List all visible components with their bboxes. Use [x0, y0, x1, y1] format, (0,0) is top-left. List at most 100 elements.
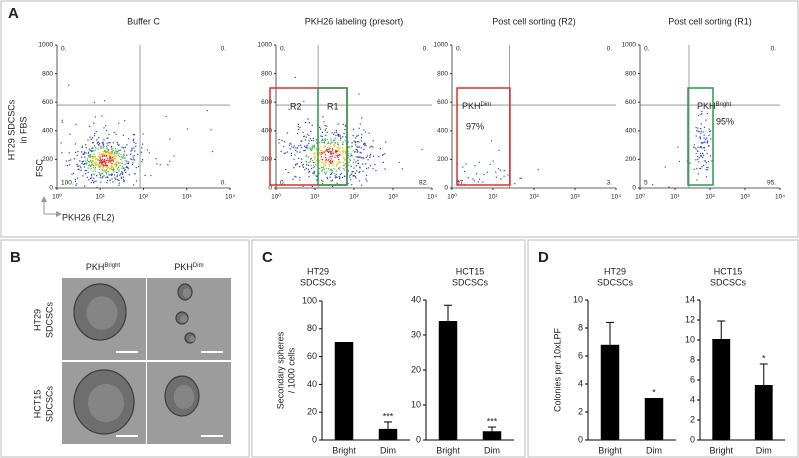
event-dot [311, 146, 314, 148]
event-dot [68, 152, 70, 154]
x-tick-label: Dim [646, 445, 662, 455]
event-dot [98, 152, 100, 154]
event-dot [89, 164, 91, 166]
event-dot [74, 180, 77, 183]
event-dot [689, 162, 691, 164]
event-dot [339, 151, 341, 153]
event-dot [94, 155, 96, 157]
event-dot [694, 147, 696, 149]
event-dot [101, 162, 103, 164]
quadrant-label: 82. [419, 180, 428, 187]
event-dot [122, 134, 124, 136]
y-tick-label: 800 [625, 70, 636, 77]
x-tick-label: 10⁰ [271, 193, 281, 201]
y-tick-label: 10 [411, 399, 421, 409]
event-dot [308, 171, 310, 173]
event-dot [355, 165, 357, 167]
event-dot [318, 153, 320, 155]
event-dot [331, 170, 333, 172]
event-dot [131, 149, 133, 151]
event-dot [113, 154, 115, 156]
event-dot [375, 170, 377, 172]
event-dot [347, 154, 350, 156]
event-dot [321, 179, 323, 181]
event-dot [105, 160, 107, 162]
event-dot [707, 160, 710, 163]
event-dot [337, 123, 339, 125]
event-dot [92, 167, 94, 169]
event-dot [311, 148, 313, 150]
event-dot [355, 148, 357, 151]
event-dot [697, 114, 700, 117]
event-dot [348, 161, 350, 163]
event-dot [287, 171, 289, 174]
event-dot [706, 169, 709, 171]
event-dot [706, 112, 708, 115]
event-dot [336, 131, 338, 133]
event-dot [369, 153, 372, 155]
event-dot [325, 173, 327, 175]
event-dot [100, 181, 102, 183]
event-dot [313, 164, 315, 166]
event-dot [293, 147, 295, 149]
event-dot [350, 155, 353, 157]
event-dot [358, 127, 360, 129]
event-dot [108, 159, 111, 161]
event-dot [316, 149, 318, 151]
event-dot [90, 177, 92, 180]
event-dot [115, 161, 117, 163]
event-dot [88, 125, 91, 128]
event-dot [87, 171, 89, 173]
event-dot [354, 141, 357, 144]
event-dot [704, 160, 706, 162]
event-dot [312, 140, 315, 142]
event-dot [323, 171, 326, 173]
event-dot [358, 93, 360, 95]
event-dot [345, 136, 347, 138]
y-tick-label: 600 [625, 99, 636, 106]
event-dot [696, 150, 699, 152]
event-dot [112, 142, 114, 144]
event-dot [482, 181, 484, 183]
event-dot [106, 147, 108, 149]
event-dot [350, 165, 352, 167]
event-dot [116, 141, 118, 143]
event-dot [93, 177, 95, 179]
event-dot [322, 116, 324, 118]
y-tick-label: 0 [416, 434, 421, 444]
event-dot [326, 143, 328, 145]
x-tick-label: 10³ [740, 194, 750, 201]
event-dot [325, 168, 327, 170]
event-dot [65, 160, 68, 162]
event-dot [365, 163, 367, 165]
event-dot [334, 137, 336, 139]
event-dot [105, 173, 108, 175]
chart-title: SDCSCs [710, 277, 747, 287]
event-dot [314, 147, 316, 149]
event-dot [319, 146, 321, 148]
event-dot [701, 166, 703, 168]
event-dot [114, 177, 116, 179]
event-dot [83, 162, 85, 165]
event-dot [316, 139, 318, 141]
event-dot [103, 153, 105, 155]
event-dot [342, 152, 344, 154]
event-dot [706, 140, 708, 142]
event-dot [135, 180, 138, 182]
event-dot [88, 156, 90, 158]
event-dot [211, 150, 214, 153]
event-dot [329, 160, 331, 163]
event-dot [312, 145, 314, 147]
event-dot [353, 151, 356, 153]
event-dot [336, 162, 338, 164]
event-dot [478, 161, 480, 164]
event-dot [87, 152, 89, 155]
event-dot [332, 144, 335, 146]
event-dot [353, 140, 355, 142]
event-dot [105, 161, 107, 164]
panel-frame [527, 239, 799, 458]
event-dot [73, 158, 75, 160]
event-dot [359, 167, 361, 169]
event-dot [304, 149, 306, 151]
event-dot [703, 146, 705, 149]
